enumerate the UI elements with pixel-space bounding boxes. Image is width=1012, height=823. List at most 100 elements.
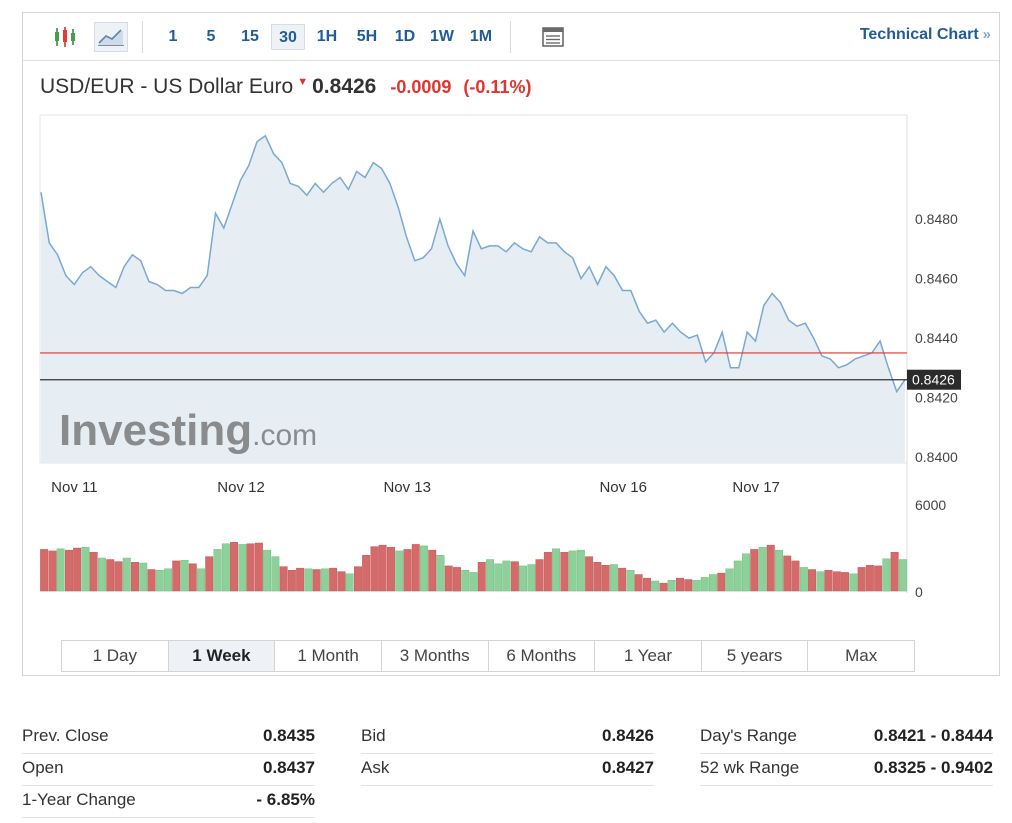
interval-15[interactable]: 15	[241, 28, 259, 45]
volume-bar	[164, 568, 173, 592]
stat-label: Open	[22, 758, 64, 777]
volume-bar	[486, 559, 494, 592]
interval-1[interactable]: 1	[168, 28, 178, 45]
volume-bar	[849, 573, 858, 592]
volume-bar	[370, 546, 379, 592]
stat-value: 0.8325 - 0.9402	[873, 758, 993, 777]
volume-bar	[428, 549, 437, 592]
y-tick-label: 0.8420	[915, 390, 958, 406]
volume-bar	[593, 562, 602, 592]
volume-bar	[461, 570, 470, 592]
x-tick-label: Nov 12	[217, 479, 265, 496]
area-chart-icon[interactable]	[94, 22, 128, 52]
stat-row: Open 0.8437	[22, 754, 315, 786]
stat-value: 0.8427	[602, 758, 654, 777]
price-chart[interactable]: Investing.com 0.8480 0.8460 0.8440 0.8420 0.8…	[23, 13, 999, 633]
volume-bar	[791, 560, 800, 592]
volume-bar	[213, 549, 222, 592]
volume-bar	[626, 570, 635, 592]
volume-bar	[279, 566, 288, 592]
range-tab-1-day[interactable]: 1 Day	[62, 641, 169, 671]
stat-row: Ask 0.8427	[361, 754, 654, 786]
stat-row: Prev. Close 0.8435	[22, 722, 315, 754]
stats-column-3: Day's Range 0.8421 - 0.8444 52 wk Range 0.8…	[700, 722, 993, 786]
volume-bar	[659, 582, 668, 592]
volume-bar	[576, 549, 585, 592]
volume-bar	[395, 550, 404, 592]
volume-bar	[841, 572, 849, 592]
volume-bar	[48, 550, 57, 592]
volume-bar	[320, 568, 329, 592]
volume-bar	[709, 574, 717, 592]
volume-bar	[114, 561, 123, 592]
interval-30[interactable]: 30	[271, 24, 305, 50]
stats-column-2: Bid 0.8426 Ask 0.8427	[361, 722, 654, 786]
volume-bar	[775, 549, 783, 592]
down-arrow-icon: ▼	[297, 76, 309, 88]
volume-bar	[122, 557, 131, 592]
range-tab-1-year[interactable]: 1 Year	[595, 641, 702, 671]
volume-bar	[304, 568, 313, 592]
volume-bar	[535, 559, 544, 592]
volume-bar	[717, 572, 726, 592]
volume-bar	[560, 552, 569, 592]
volume-bar	[651, 580, 660, 592]
stat-row: 1-Year Change - 6.85%	[22, 786, 315, 818]
x-tick-label: Nov 17	[732, 479, 780, 496]
volume-bar	[362, 555, 371, 592]
range-tab-max[interactable]: Max	[845, 646, 878, 665]
volume-bar	[667, 580, 676, 592]
volume-bar	[197, 568, 206, 592]
range-tab-6-months[interactable]: 6 Months	[489, 641, 596, 671]
volume-bar	[783, 555, 792, 592]
volume-bar	[692, 580, 701, 592]
volume-bar	[139, 562, 148, 592]
x-tick-label: Nov 13	[383, 479, 431, 496]
volume-bar	[477, 562, 486, 592]
stat-value: 0.8426	[602, 726, 654, 745]
volume-bar	[601, 565, 610, 592]
volume-bar	[271, 556, 280, 592]
interval-5[interactable]: 5	[206, 28, 216, 45]
candlestick-chart-icon[interactable]	[49, 22, 81, 52]
interval-1m[interactable]: 1M	[469, 28, 493, 45]
stat-label: 52 wk Range	[700, 758, 800, 777]
stat-row: Day's Range 0.8421 - 0.8444	[700, 722, 993, 754]
range-tab-5-years[interactable]: 5 years	[702, 641, 809, 671]
volume-bar	[56, 548, 65, 592]
technical-chart-link[interactable]: Technical Chart»	[860, 26, 991, 44]
table-view-icon[interactable]	[537, 22, 569, 52]
price-change-percent: (-0.11%)	[463, 77, 532, 97]
price-area	[41, 135, 905, 464]
instrument-header: USD/EUR - US Dollar Euro ▼ 0.8426 -0.0009 (-…	[40, 75, 531, 103]
interval-1d[interactable]: 1D	[394, 28, 416, 45]
volume-bar	[296, 567, 305, 592]
volume-bar	[172, 560, 181, 592]
volume-bar	[221, 543, 230, 592]
y-tick-label: 0.8460	[915, 271, 958, 287]
range-tab-3-months[interactable]: 3 Months	[382, 641, 489, 671]
volume-bar	[453, 567, 461, 592]
volume-bar	[898, 559, 907, 592]
volume-bar	[205, 556, 214, 592]
volume-bar	[230, 542, 239, 592]
volume-bar	[345, 573, 354, 592]
volume-bar	[155, 570, 164, 592]
volume-bar	[238, 544, 247, 592]
volume-bar	[874, 565, 883, 592]
volume-tick-label: 0	[915, 584, 923, 600]
volume-bar	[758, 547, 767, 592]
volume-bar	[799, 567, 808, 592]
current-price-badge	[907, 369, 961, 390]
range-tab-1-week[interactable]: 1 Week	[168, 641, 276, 671]
volume-bar	[65, 549, 73, 592]
interval-1h[interactable]: 1H	[316, 28, 338, 45]
volume-bar	[420, 545, 428, 592]
volume-bar	[676, 577, 684, 592]
stat-row: Bid 0.8426	[361, 722, 654, 754]
interval-1w[interactable]: 1W	[430, 28, 454, 45]
volume-bar	[40, 549, 49, 592]
range-tab-1-month[interactable]: 1 Month	[275, 641, 382, 671]
interval-5h[interactable]: 5H	[356, 28, 378, 45]
volume-bar	[832, 571, 841, 592]
